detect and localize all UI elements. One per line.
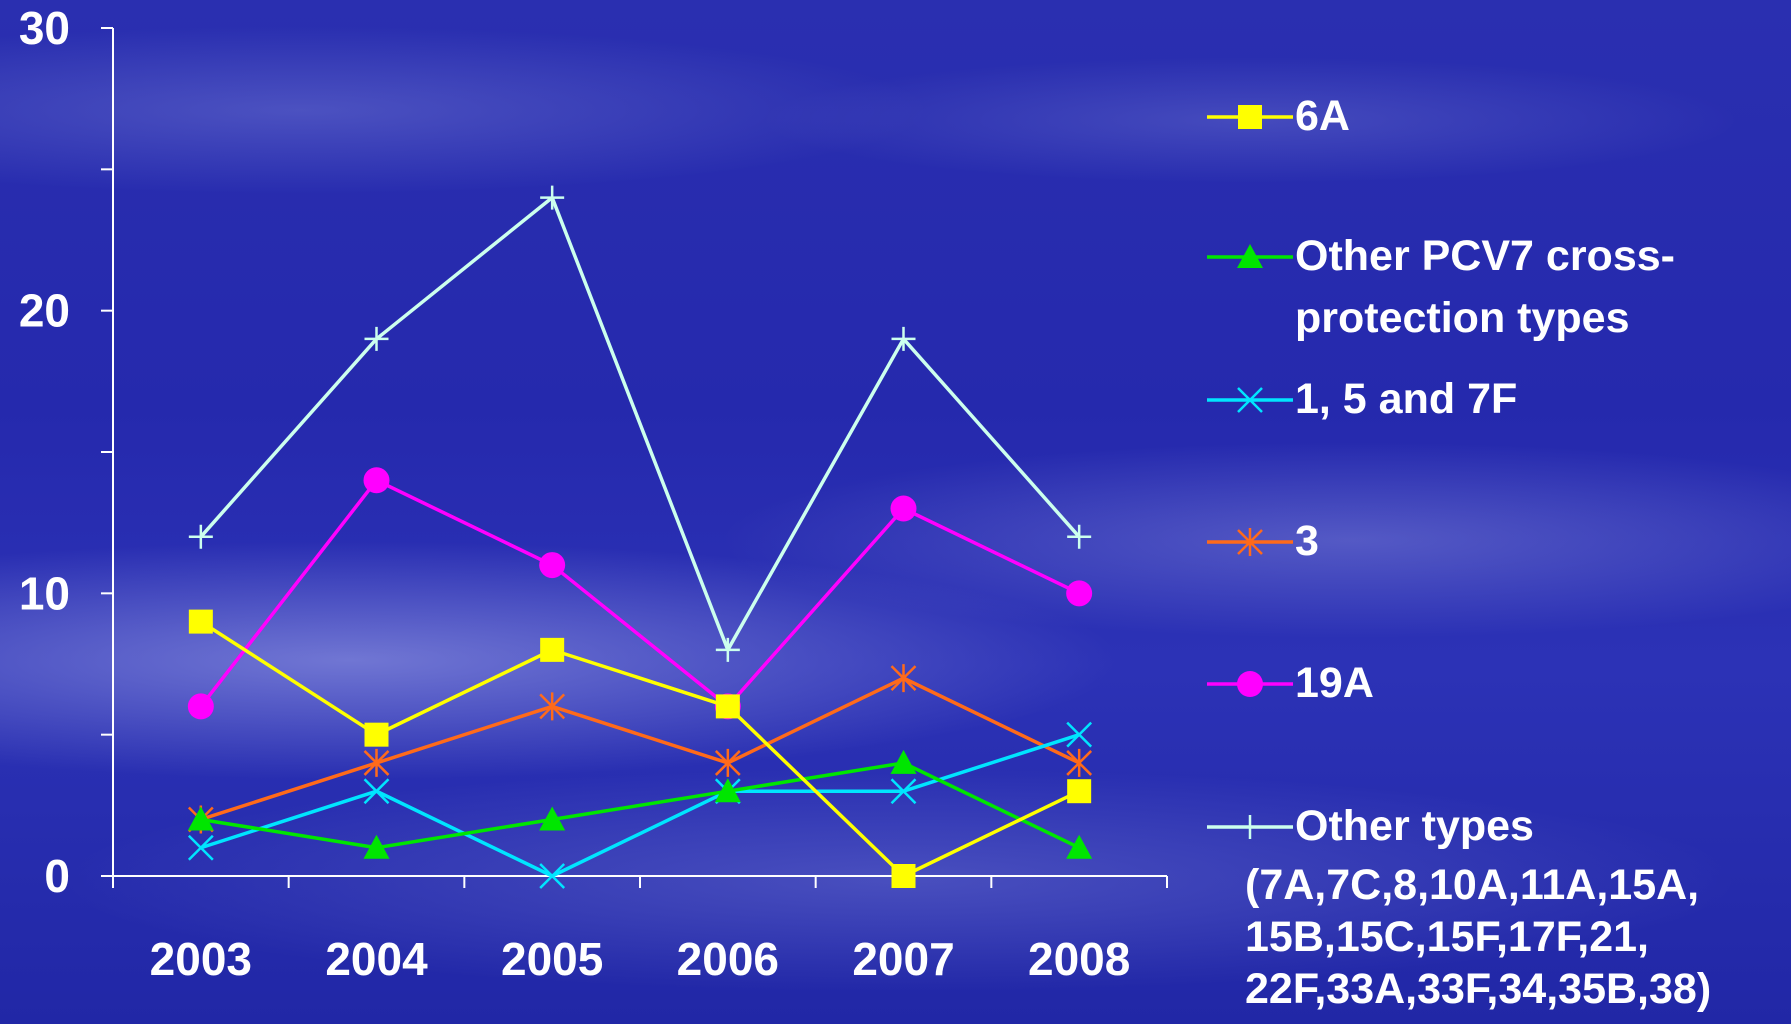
legend-swatch-marker: [1238, 105, 1262, 129]
legend-label-pcv7-cross-line1: Other PCV7 cross-: [1295, 232, 1675, 280]
legend-label-1-5-7f: 1, 5 and 7F: [1295, 375, 1518, 423]
series-0-point: [540, 637, 565, 662]
series-5-point: [1067, 524, 1092, 549]
legend-swatch-19a: [1207, 671, 1293, 697]
series-1-point: [187, 806, 214, 831]
series-1-point: [539, 806, 566, 831]
x-tick-label: 2003: [150, 933, 252, 985]
y-tick-label: 20: [19, 285, 70, 337]
series-1-line: [200, 761, 1080, 850]
series-4-point: [363, 467, 390, 494]
series-5-line: [199, 195, 1081, 652]
y-tick-label: 0: [44, 850, 70, 902]
legend-swatch-other-types: [1207, 815, 1293, 839]
legend-swatch-marker: [1237, 671, 1263, 697]
legend-label-6a: 6A: [1295, 92, 1350, 140]
series-0-point: [364, 722, 389, 747]
x-tick-label: 2007: [852, 933, 954, 985]
series-3-point: [890, 664, 917, 693]
series-3-point: [714, 748, 741, 777]
series-3-line: [200, 676, 1080, 822]
series-5: [188, 185, 1092, 662]
series-2-line: [200, 733, 1080, 878]
x-tick-label: 2005: [501, 933, 603, 985]
legend-label-19a: 19A: [1295, 659, 1374, 707]
legend-swatch-marker: [1237, 528, 1263, 556]
series-1-point: [714, 778, 741, 803]
line-chart: 0 10 20 30 2003 2004 2005 2006 2007 2008: [19, 2, 1168, 985]
series-1: [187, 749, 1093, 859]
legend-swatch-marker: [1237, 387, 1263, 413]
series-0-point: [188, 609, 213, 634]
series-0-point: [891, 864, 916, 888]
legend-swatch-3: [1207, 528, 1293, 556]
legend-other-types-detail-line1: (7A,7C,8,10A,11A,15A,: [1245, 861, 1700, 909]
series-2-point: [363, 778, 390, 805]
x-tick-label: 2006: [677, 933, 779, 985]
axes: 0 10 20 30 2003 2004 2005 2006 2007 2008: [19, 2, 1168, 985]
legend-swatch-marker: [1238, 815, 1262, 839]
series-3-point: [363, 748, 390, 777]
y-tick-label: 10: [19, 567, 70, 619]
series-2-point: [187, 834, 214, 861]
series-0-line: [199, 620, 1080, 878]
series-1-point: [1066, 834, 1093, 859]
y-tick-label: 30: [19, 2, 70, 54]
legend-other-types-detail-line2: 15B,15C,15F,17F,21,: [1245, 913, 1649, 961]
series-4-line: [199, 478, 1080, 709]
series-5-point: [188, 524, 213, 549]
legend-swatch-6a: [1207, 105, 1293, 129]
legend-swatch-marker: [1237, 244, 1263, 268]
series-0: [188, 609, 1092, 888]
series-4-point: [539, 552, 566, 579]
series-4-point: [1066, 580, 1093, 607]
series-2-point: [890, 778, 917, 805]
series-0-point: [715, 694, 740, 719]
series-4-point: [890, 495, 917, 522]
legend-label-other-types: Other types: [1295, 802, 1534, 850]
series-5-point: [891, 326, 916, 351]
series-3-point: [1066, 748, 1093, 777]
legend-other-types-detail-line3: 22F,33A,33F,34,35B,38): [1245, 965, 1712, 1013]
series-4-point: [187, 693, 214, 720]
legend-label-pcv7-cross-line2: protection types: [1295, 294, 1630, 342]
series-5-point: [364, 326, 389, 351]
series-5-point: [540, 185, 565, 210]
series-5-point: [715, 637, 740, 662]
series-2-point: [1066, 721, 1093, 748]
series-1-point: [890, 749, 917, 774]
legend-swatch-1-5-7f: [1207, 387, 1293, 413]
series-2-point: [539, 863, 566, 889]
series-3-point: [539, 692, 566, 721]
series-1-point: [363, 834, 390, 859]
legend-swatch-pcv7-cross: [1207, 244, 1293, 268]
x-tick-label: 2008: [1028, 933, 1130, 985]
series-group: [187, 185, 1093, 889]
legend-label-3: 3: [1295, 517, 1319, 565]
series-4: [187, 467, 1093, 720]
series-0-point: [1067, 779, 1092, 804]
legend: 6A Other PCV7 cross- protection types 1,…: [1205, 0, 1791, 1024]
x-tick-label: 2004: [325, 933, 428, 985]
